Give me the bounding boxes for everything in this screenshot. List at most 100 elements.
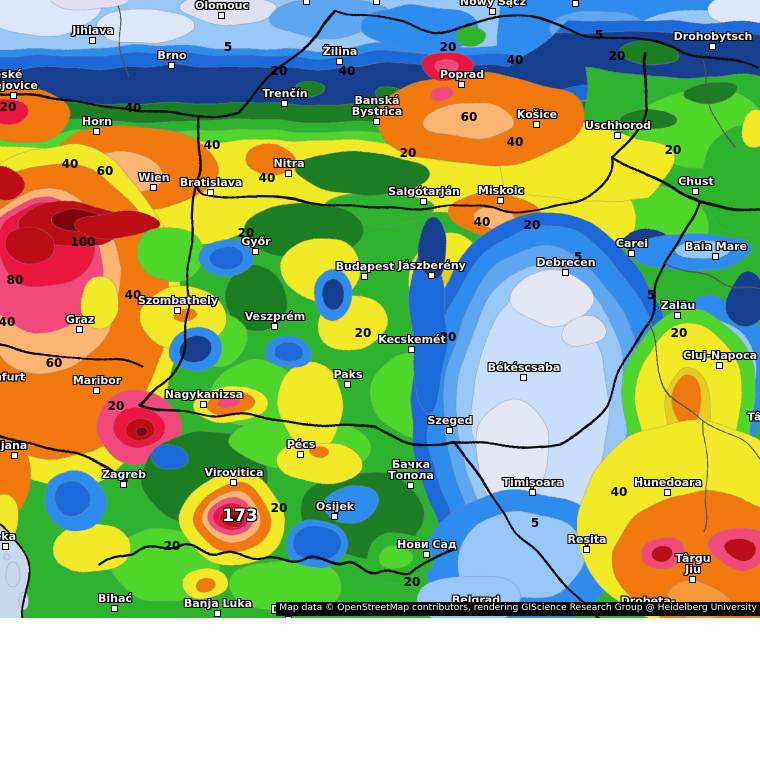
city-marker <box>93 387 100 394</box>
city-marker <box>408 346 415 353</box>
city-marker <box>344 381 351 388</box>
contour-labels-layer: 5 20 40 20 40 40 40 60 40 20 40 5 20 60 40 20 20 20 100 80 4… <box>0 28 688 589</box>
city-label: Trenčín <box>262 87 308 100</box>
city-marker <box>529 489 536 496</box>
contour-value-label: 20 <box>439 40 457 54</box>
contour-value-label: 20 <box>237 226 255 240</box>
contour-value-label: 40 <box>124 101 142 115</box>
city-marker <box>285 170 292 177</box>
city-label: Osijek <box>315 500 355 513</box>
city-label: Žilina <box>322 45 358 58</box>
city-label: Ljubljana <box>0 439 28 452</box>
contour-value-label: 60 <box>45 356 63 370</box>
city-label: Maribor <box>72 374 122 387</box>
city-label: Zalău <box>660 299 696 312</box>
city-label: Budapest <box>335 260 395 273</box>
city-marker <box>336 58 343 65</box>
city-marker <box>446 427 453 434</box>
contour-value-label: 5 <box>594 28 604 42</box>
city-label: Banská Bystrica <box>351 94 403 118</box>
city-label: Drohobytsch <box>673 30 753 43</box>
city-marker <box>150 184 157 191</box>
contour-value-label: 60 <box>460 110 478 124</box>
contour-value-label: 40 <box>203 138 221 152</box>
city-marker <box>614 132 621 139</box>
city-label: Debrecen <box>536 256 596 269</box>
city-marker <box>674 312 681 319</box>
city-marker <box>583 546 590 553</box>
city-marker <box>120 481 127 488</box>
city-marker <box>93 128 100 135</box>
city-label: Nitra <box>273 157 305 170</box>
contour-value-label: 20 <box>163 539 181 553</box>
city-label: Hunedoara <box>633 476 703 489</box>
contour-value-label: 40 <box>124 288 142 302</box>
city-marker <box>572 0 579 7</box>
city-label: Košice <box>516 108 558 121</box>
city-marker <box>200 401 207 408</box>
city-label: Klagenfurt <box>0 370 26 384</box>
precipitation-map: 5 20 40 20 40 40 40 60 40 20 40 5 20 60 40 20 20 20 100 80 4… <box>0 0 760 618</box>
city-label: Nagykanizsa <box>164 388 244 401</box>
city-marker <box>373 0 380 5</box>
contour-value-label: 40 <box>0 315 16 329</box>
city-label: Banja Luka <box>183 597 253 610</box>
city-label: Cluj-Napoca <box>682 349 758 362</box>
city-label: Paks <box>333 368 363 381</box>
city-label: Jászberény <box>398 259 466 272</box>
city-marker <box>168 62 175 69</box>
city-label: Zagreb <box>101 468 147 481</box>
city-marker <box>423 551 430 558</box>
contour-value-label: 40 <box>258 171 276 185</box>
city-label: Olomouc <box>194 0 250 12</box>
contour-value-label: 40 <box>338 64 356 78</box>
city-label: Miskolc <box>477 184 525 197</box>
city-marker <box>562 269 569 276</box>
city-label: Chust <box>678 175 714 188</box>
city-marker <box>218 12 225 19</box>
city-marker <box>664 489 671 496</box>
contour-value-label: 20 <box>354 326 372 340</box>
city-marker <box>361 273 368 280</box>
city-label: Győr <box>241 235 271 248</box>
city-label: Rijeka <box>0 530 17 543</box>
contour-value-label: 60 <box>96 164 114 178</box>
city-marker <box>285 616 292 618</box>
contour-value-label: 80 <box>6 273 24 287</box>
city-marker <box>373 118 380 125</box>
contour-value-label: 20 <box>664 143 682 157</box>
city-label: Kecskemét <box>378 333 446 346</box>
contour-value-label: 20 <box>670 326 688 340</box>
city-marker <box>297 451 304 458</box>
city-label: Horn <box>81 115 113 128</box>
city-marker <box>489 8 496 15</box>
contour-value-label: 20 <box>270 64 288 78</box>
city-marker <box>230 479 237 486</box>
city-label: Drobeta- <box>620 594 676 608</box>
city-marker <box>712 253 719 260</box>
city-label: Нови Сад <box>397 538 457 551</box>
contour-value-label: 20 <box>270 501 288 515</box>
city-label: Poprad <box>439 68 485 81</box>
city-label: Veszprém <box>244 310 306 323</box>
city-label: Nowy Sącz <box>459 0 527 8</box>
contour-value-label: 40 <box>610 485 628 499</box>
city-labels-layer: Jihlava Olomouc Brno Žilina Nowy Sącz Trenčín… <box>0 0 760 618</box>
city-marker <box>252 248 259 255</box>
city-label: Uschhorod <box>584 119 652 132</box>
legend-panel: Akkumulierte Niederschlagsmenge (mm) Von… <box>0 618 760 760</box>
contour-value-label: 20 <box>403 575 421 589</box>
precipitation-max-label: 173 <box>222 506 258 526</box>
contour-value-label: 5 <box>223 40 233 54</box>
contour-value-label: 20 <box>399 146 417 160</box>
contour-value-label: 40 <box>473 215 491 229</box>
city-marker <box>111 605 118 612</box>
city-marker <box>207 189 214 196</box>
contour-value-label: 40 <box>506 135 524 149</box>
city-marker <box>11 452 18 459</box>
contour-value-label: 20 <box>0 100 17 114</box>
city-label: Békéscsaba <box>487 361 561 374</box>
city-marker <box>214 610 221 617</box>
city-marker <box>303 0 310 5</box>
